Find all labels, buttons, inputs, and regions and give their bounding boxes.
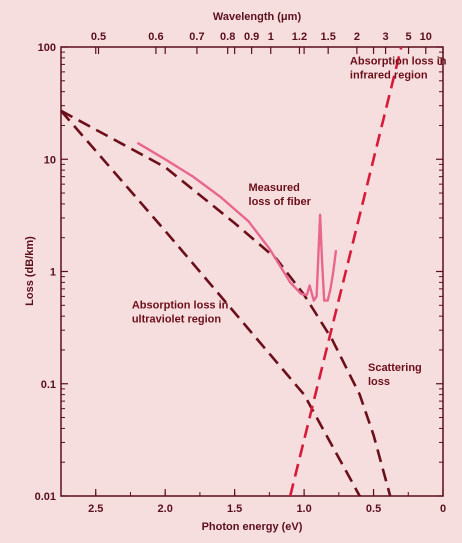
- y-tick-label: 0.01: [35, 491, 56, 503]
- uv-absorption-label: ultraviolet region: [132, 313, 222, 325]
- x-tick-label: 2.0: [158, 503, 173, 515]
- x-tick-label: 1.0: [296, 503, 311, 515]
- top-tick-label: 0.9: [244, 31, 259, 43]
- y-tick-label: 1: [50, 267, 56, 279]
- top-tick-label: 3: [383, 31, 389, 43]
- x-tick-label: 0.5: [366, 503, 381, 515]
- uv-absorption-label: Absorption loss in: [132, 299, 229, 311]
- top-axis-title: Wavelength (μm): [213, 11, 302, 23]
- y-axis-title: Loss (dB/km): [24, 236, 36, 306]
- top-tick-label: 1: [268, 31, 274, 43]
- top-tick-label: 0.5: [91, 31, 106, 43]
- top-tick-label: 0.7: [189, 31, 204, 43]
- top-tick-label: 1.5: [321, 31, 336, 43]
- measured-loss-label: Measured: [249, 182, 300, 194]
- ir-absorption-label: Absorption loss in: [350, 55, 447, 67]
- top-tick-label: 0.6: [148, 31, 163, 43]
- x-tick-label: 1.5: [227, 503, 242, 515]
- y-tick-label: 100: [38, 42, 56, 54]
- x-axis-title: Photon energy (eV): [202, 521, 303, 533]
- top-tick-label: 0.8: [220, 31, 235, 43]
- ir-absorption-label: infrared region: [350, 69, 428, 81]
- top-tick-label: 10: [420, 31, 432, 43]
- top-tick-label: 2: [354, 31, 360, 43]
- y-tick-label: 0.1: [41, 379, 56, 391]
- ir-absorption-curve: [288, 46, 403, 497]
- measured-loss-label: loss of fiber: [249, 196, 312, 208]
- y-tick-label: 10: [44, 154, 56, 166]
- top-tick-label: 5: [405, 31, 411, 43]
- uv-absorption-curve: [60, 109, 361, 497]
- scattering-loss-label: Scattering: [368, 362, 422, 374]
- scattering-loss-label: loss: [368, 376, 390, 388]
- x-tick-label: 0: [440, 503, 446, 515]
- measured-loss-curve: [136, 141, 338, 302]
- plot-frame: [60, 46, 444, 497]
- x-tick-label: 2.5: [88, 503, 103, 515]
- top-tick-label: 1.2: [292, 31, 307, 43]
